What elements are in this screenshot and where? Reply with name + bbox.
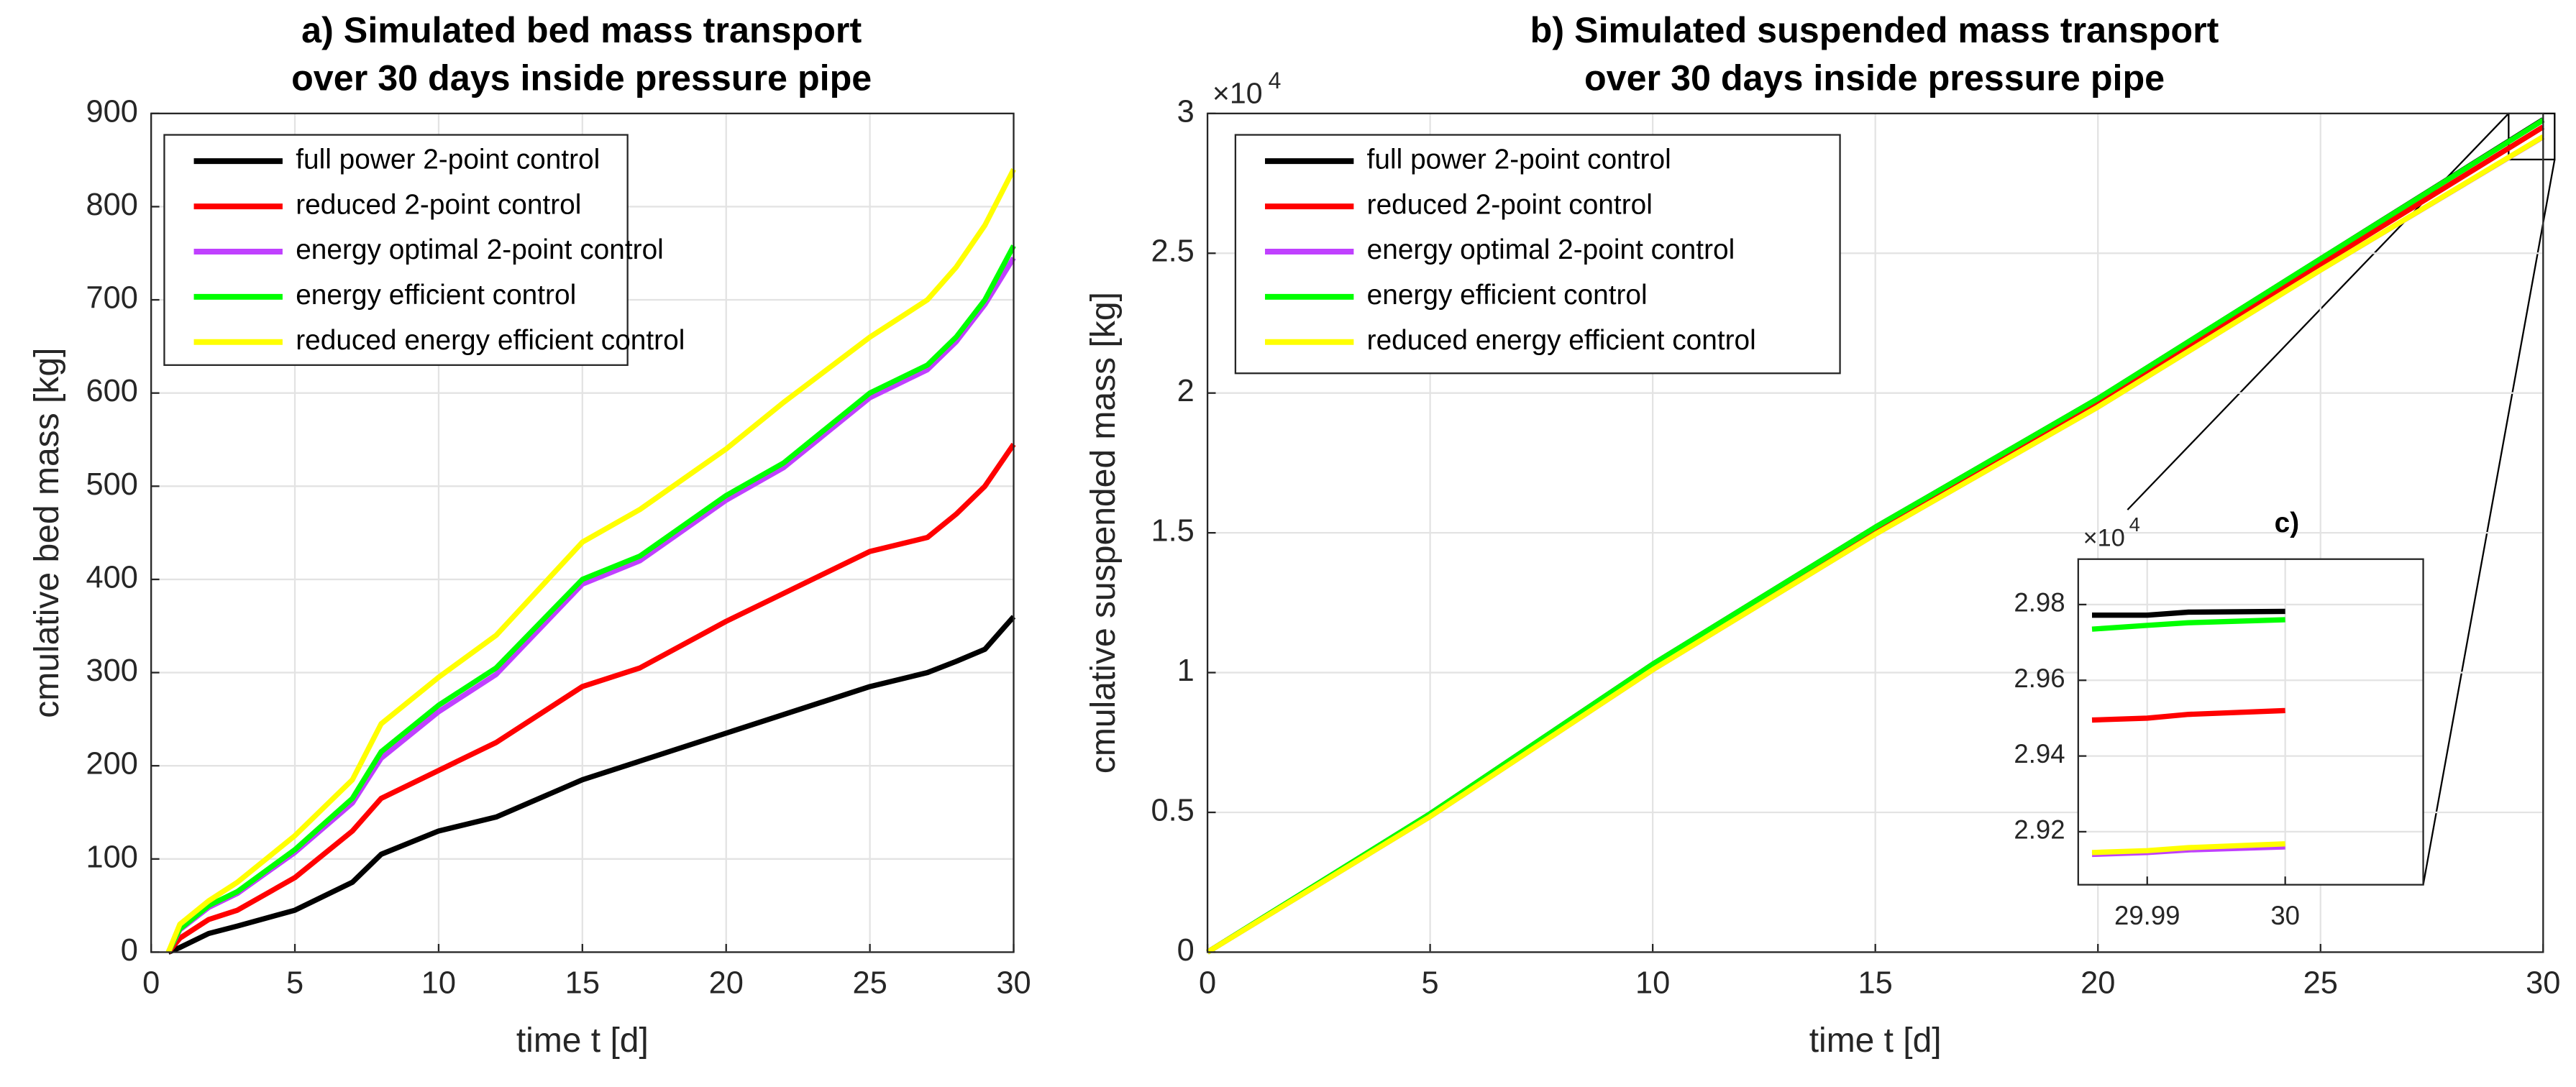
legend-label: energy efficient control [296,280,576,311]
legend-label: full power 2-point control [296,144,600,175]
y-multiplier-power: 4 [1269,68,1282,93]
data-line [165,244,1016,954]
axes-frame [150,112,1015,953]
chart-title: over 30 days inside pressure pipe [1584,57,2165,98]
y-multiplier-power: 4 [2129,513,2140,536]
data-line [2091,707,2285,723]
x-tick-label: 15 [1858,966,1893,1001]
y-tick-label: 2.94 [2014,739,2065,769]
x-tick-label: 10 [421,966,456,1001]
y-tick-label: 1.5 [1151,514,1194,549]
data-line [2091,617,2285,632]
x-tick-label: 0 [142,966,160,1001]
x-tick-label: 30 [2526,966,2560,1001]
x-tick-label: 30 [996,966,1031,1001]
data-line [166,442,1016,954]
y-tick-label: 500 [86,467,137,502]
chart-title: b) Simulated suspended mass transport [1530,9,2219,50]
axes-frame [1206,112,2544,953]
x-tick-label: 5 [286,966,303,1001]
x-tick-label: 25 [2303,966,2338,1001]
axes-frame [2077,558,2424,886]
legend-label: reduced 2-point control [296,189,581,220]
y-tick-label: 700 [86,281,137,316]
y-multiplier: ×10 [1212,77,1263,110]
x-tick-label: 29.99 [2114,901,2180,930]
legend-label: full power 2-point control [1367,144,1671,175]
x-tick-label: 5 [1422,966,1439,1001]
y-tick-label: 300 [86,653,137,688]
legend-label: reduced energy efficient control [1367,325,1756,356]
zoom-connector [2422,159,2556,885]
x-tick-label: 20 [709,966,744,1001]
y-tick-label: 200 [86,747,137,781]
x-tick-label: 25 [852,966,887,1001]
y-tick-label: 0 [121,933,138,968]
y-tick-label: 800 [86,188,137,222]
y-tick-label: 2.98 [2014,588,2065,618]
legend-label: reduced 2-point control [1367,189,1653,220]
inset-background [2078,559,2424,885]
y-tick-label: 3 [1177,94,1195,129]
y-tick-label: 0 [1177,933,1195,968]
y-axis-label: cmulative bed mass [kg] [28,348,66,718]
y-axis-label: cmulative suspended mass [kg] [1084,292,1123,774]
y-tick-label: 1 [1177,653,1195,688]
legend-label: energy efficient control [1367,280,1648,311]
data-line [165,168,1016,953]
y-tick-label: 0.5 [1151,793,1194,827]
legend-label: energy optimal 2-point control [1367,234,1735,265]
y-tick-label: 900 [86,94,137,129]
x-axis-label: time t [d] [516,1022,649,1060]
y-tick-label: 100 [86,840,137,874]
x-tick-label: 15 [565,966,600,1001]
y-tick-label: 2 [1177,374,1195,408]
data-line [167,615,1016,955]
x-tick-label: 10 [1635,966,1670,1001]
x-tick-label: 0 [1199,966,1216,1001]
y-tick-label: 400 [86,560,137,595]
y-tick-label: 2.96 [2014,664,2065,693]
data-line [2092,608,2285,618]
y-tick-label: 2.92 [2014,815,2065,845]
data-line [2091,841,2285,856]
legend-label: reduced energy efficient control [296,325,685,356]
y-tick-label: 2.5 [1151,234,1194,269]
x-tick-label: 30 [2270,901,2300,930]
y-multiplier: ×10 [2083,524,2125,551]
legend-label: energy optimal 2-point control [296,234,664,265]
chart-title: c) [2275,508,2300,538]
data-line [1206,134,2545,955]
chart-title: over 30 days inside pressure pipe [291,57,872,98]
chart-title: a) Simulated bed mass transport [301,9,862,50]
x-axis-label: time t [d] [1809,1022,1942,1060]
x-tick-label: 20 [2081,966,2115,1001]
y-tick-label: 600 [86,374,137,408]
